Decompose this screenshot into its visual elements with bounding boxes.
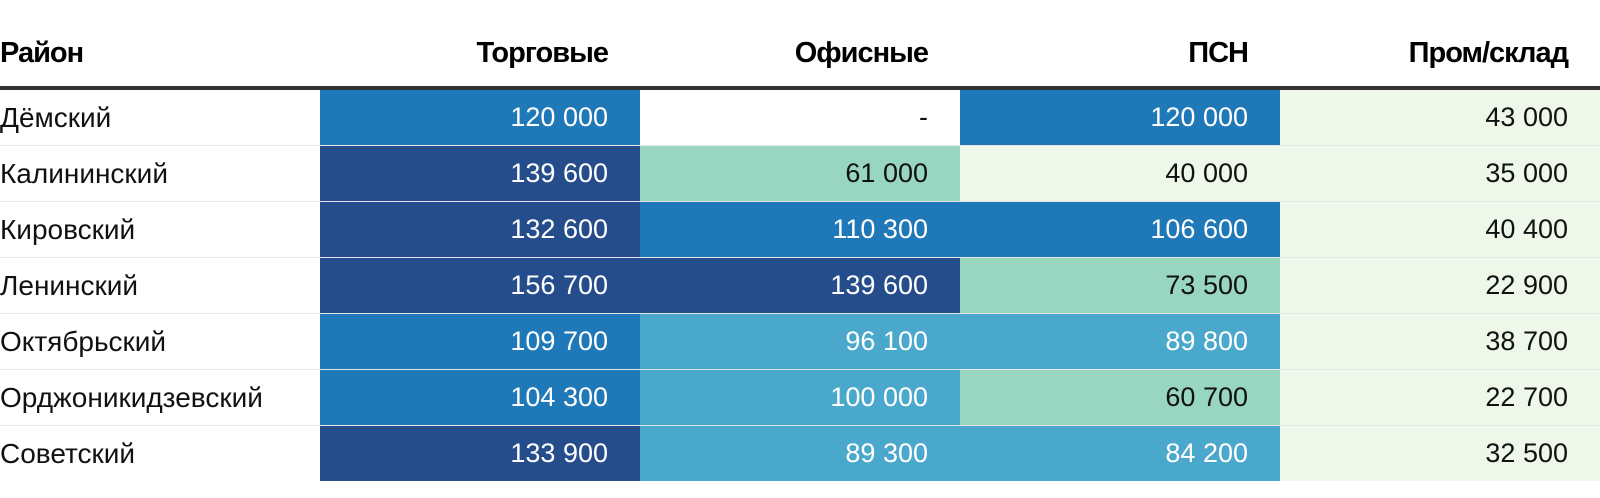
district-name: Орджоникидзевский xyxy=(0,369,320,426)
value-cell: 73 500 xyxy=(960,257,1280,314)
value-cell: 106 600 xyxy=(960,201,1280,258)
table-row: Орджоникидзевский 104 300 100 000 60 700 22 … xyxy=(0,369,1600,426)
table-row: Октябрьский 109 700 96 100 89 800 38 700 xyxy=(0,313,1600,370)
table-row: Кировский 132 600 110 300 106 600 40 400 xyxy=(0,201,1600,258)
value-cell: 84 200 xyxy=(960,425,1280,481)
column-header-retail: Торговые xyxy=(320,20,640,90)
value-cell: 38 700 xyxy=(1280,313,1600,370)
value-cell: 133 900 xyxy=(320,425,640,481)
district-name: Калининский xyxy=(0,145,320,202)
value-cell: 35 000 xyxy=(1280,145,1600,202)
value-cell: 104 300 xyxy=(320,369,640,426)
value-cell: 100 000 xyxy=(640,369,960,426)
value-cell: 32 500 xyxy=(1280,425,1600,481)
table-body: Дёмский 120 000-120 000 43 000 Калининский 1… xyxy=(0,88,1600,481)
value-cell: 61 000 xyxy=(640,145,960,202)
value-cell: - xyxy=(640,88,960,146)
column-header-district: Район xyxy=(0,20,320,90)
district-name: Дёмский xyxy=(0,88,320,146)
value-cell: 40 000 xyxy=(960,145,1280,202)
table-row: Калининский 139 600 61 000 40 000 35 000 xyxy=(0,145,1600,202)
value-cell: 139 600 xyxy=(320,145,640,202)
district-name: Ленинский xyxy=(0,257,320,314)
district-name: Кировский xyxy=(0,201,320,258)
column-header-office: Офисные xyxy=(640,20,960,90)
price-table: Район Торговые Офисные ПСН Пром/склад Дё… xyxy=(0,20,1600,481)
value-cell: 139 600 xyxy=(640,257,960,314)
district-name: Октябрьский xyxy=(0,313,320,370)
value-cell: 89 800 xyxy=(960,313,1280,370)
value-cell: 109 700 xyxy=(320,313,640,370)
value-cell: 132 600 xyxy=(320,201,640,258)
value-cell: 110 300 xyxy=(640,201,960,258)
table-row: Советский 133 900 89 300 84 200 32 500 xyxy=(0,425,1600,481)
value-cell: 22 700 xyxy=(1280,369,1600,426)
table-row: Дёмский 120 000-120 000 43 000 xyxy=(0,88,1600,146)
header-row: Район Торговые Офисные ПСН Пром/склад xyxy=(0,20,1600,90)
value-cell: 156 700 xyxy=(320,257,640,314)
value-cell: 96 100 xyxy=(640,313,960,370)
value-cell: 60 700 xyxy=(960,369,1280,426)
value-cell: 120 000 xyxy=(320,88,640,146)
value-cell: 43 000 xyxy=(1280,88,1600,146)
value-cell: 40 400 xyxy=(1280,201,1600,258)
district-name: Советский xyxy=(0,437,136,469)
table-row: Ленинский 156 700 139 600 73 500 22 900 xyxy=(0,257,1600,314)
column-header-industrial: Пром/склад xyxy=(1280,20,1600,90)
value-cell: 120 000 xyxy=(960,88,1280,146)
value-cell: 89 300 xyxy=(640,425,960,481)
value-cell: 22 900 xyxy=(1280,257,1600,314)
column-header-psn: ПСН xyxy=(960,20,1280,90)
